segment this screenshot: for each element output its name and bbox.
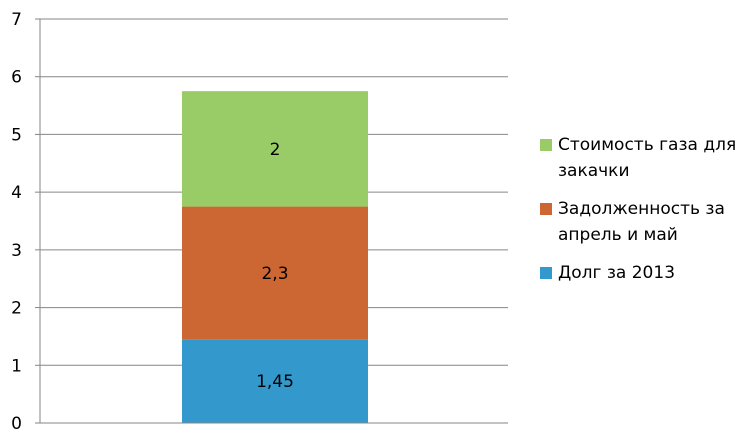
y-tick-label-7: 7 [11,10,22,30]
legend-swatch-debt-2013 [540,267,552,279]
y-axis-ticks: 0 1 2 3 4 5 6 7 [11,10,40,434]
legend-label-april-may-debt: Задолженность за апрель и май [558,199,725,245]
data-label-2: 2 [270,140,281,160]
data-labels: 1,45 2,3 2 [256,140,294,392]
legend-label-debt-2013: Долг за 2013 [558,263,676,283]
data-label-1: 2,3 [261,264,288,284]
legend: Стоимость газа для закачки Задолженность… [540,132,739,298]
y-tick-label-3: 3 [11,241,22,261]
y-tick-label-4: 4 [11,183,22,203]
y-tick-label-1: 1 [11,356,22,376]
bar-segment-1 [182,206,368,340]
legend-swatch-april-may-debt [540,203,552,215]
y-tick-label-0: 0 [11,414,22,434]
legend-item-debt-2013: Долг за 2013 [540,260,739,286]
legend-swatch-gas-cost [540,139,552,151]
bar-segment-2 [182,91,368,207]
legend-item-april-may-debt: Задолженность за апрель и май [540,196,739,248]
bar-segments [182,91,368,423]
y-tick-label-5: 5 [11,125,22,145]
y-tick-label-6: 6 [11,68,22,88]
data-label-0: 1,45 [256,372,294,392]
bar-segment-0 [182,339,368,423]
y-tick-label-2: 2 [11,299,22,319]
legend-item-gas-cost: Стоимость газа для закачки [540,132,739,184]
legend-label-gas-cost: Стоимость газа для закачки [558,135,737,181]
